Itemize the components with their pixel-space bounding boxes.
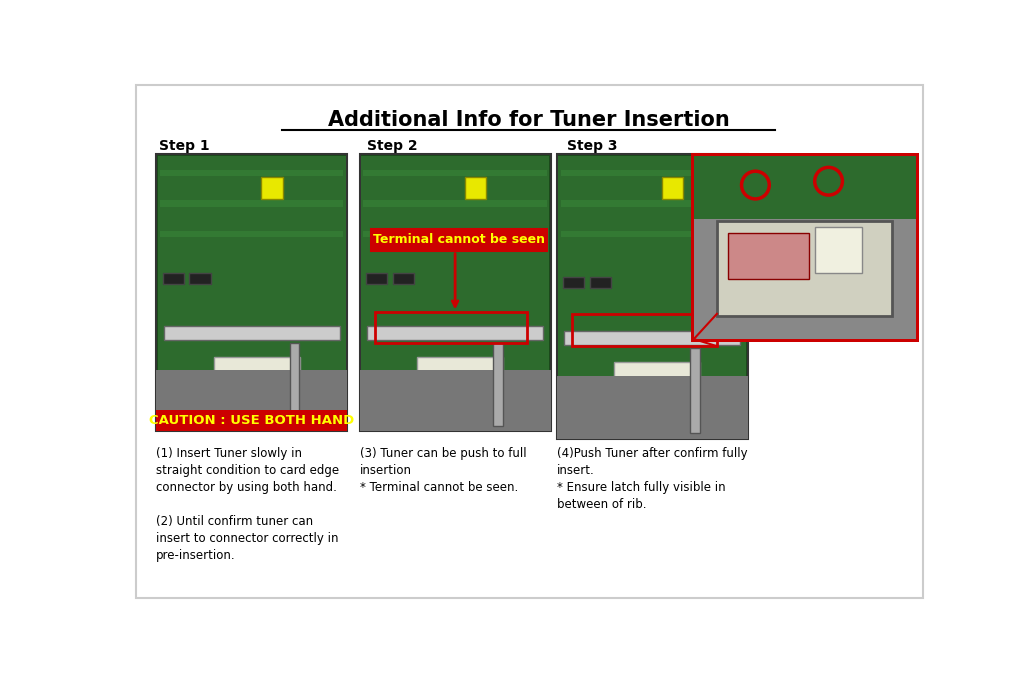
Bar (366, 274, 387, 284)
Bar (156, 370, 347, 431)
Bar (572, 314, 717, 346)
Bar (290, 343, 300, 426)
Bar (164, 326, 340, 340)
Bar (160, 170, 343, 176)
Text: Terminal cannot be seen: Terminal cannot be seen (373, 233, 545, 246)
Bar (563, 276, 585, 287)
Bar (359, 154, 551, 431)
Bar (189, 274, 211, 284)
Bar (691, 153, 918, 342)
Bar (815, 226, 862, 273)
Bar (614, 362, 700, 425)
Bar (694, 155, 915, 219)
Text: CAUTION : USE BOTH HAND: CAUTION : USE BOTH HAND (149, 414, 354, 427)
Bar (158, 155, 346, 383)
Bar (162, 274, 184, 284)
Bar (214, 357, 300, 418)
Bar (557, 377, 748, 439)
Bar (393, 274, 414, 284)
Text: (3) Tuner can be push to full
insertion
* Terminal cannot be seen.: (3) Tuner can be push to full insertion … (359, 447, 526, 494)
Bar (368, 326, 543, 340)
Text: Step 2: Step 2 (367, 139, 417, 153)
Bar (160, 231, 343, 237)
Text: Additional Info for Tuner Insertion: Additional Info for Tuner Insertion (328, 110, 730, 130)
Bar (557, 154, 748, 439)
Bar (564, 331, 740, 345)
Bar (717, 221, 893, 316)
Bar (364, 201, 546, 207)
Bar (362, 155, 550, 383)
Text: Step 1: Step 1 (159, 139, 210, 153)
Bar (728, 233, 809, 279)
Bar (261, 177, 283, 199)
Bar (694, 155, 915, 339)
Bar (364, 170, 546, 176)
Bar (359, 370, 551, 431)
Bar (690, 348, 699, 433)
Bar (417, 357, 503, 418)
Bar (364, 231, 546, 237)
Text: Step 3: Step 3 (567, 139, 618, 153)
Bar (662, 177, 684, 199)
Text: (4)Push Tuner after confirm fully
insert.
* Ensure latch fully visible in
betwee: (4)Push Tuner after confirm fully insert… (557, 447, 747, 511)
Bar (590, 276, 612, 287)
Bar (558, 155, 746, 389)
Bar (494, 343, 502, 426)
Bar (371, 229, 546, 251)
Bar (561, 201, 744, 207)
Bar (156, 410, 347, 431)
Bar (561, 231, 744, 237)
Text: (1) Insert Tuner slowly in
straight condition to card edge
connector by using bo: (1) Insert Tuner slowly in straight cond… (156, 447, 340, 562)
Bar (375, 312, 528, 343)
Bar (160, 201, 343, 207)
Bar (465, 177, 487, 199)
Bar (156, 154, 347, 431)
Bar (561, 170, 744, 176)
